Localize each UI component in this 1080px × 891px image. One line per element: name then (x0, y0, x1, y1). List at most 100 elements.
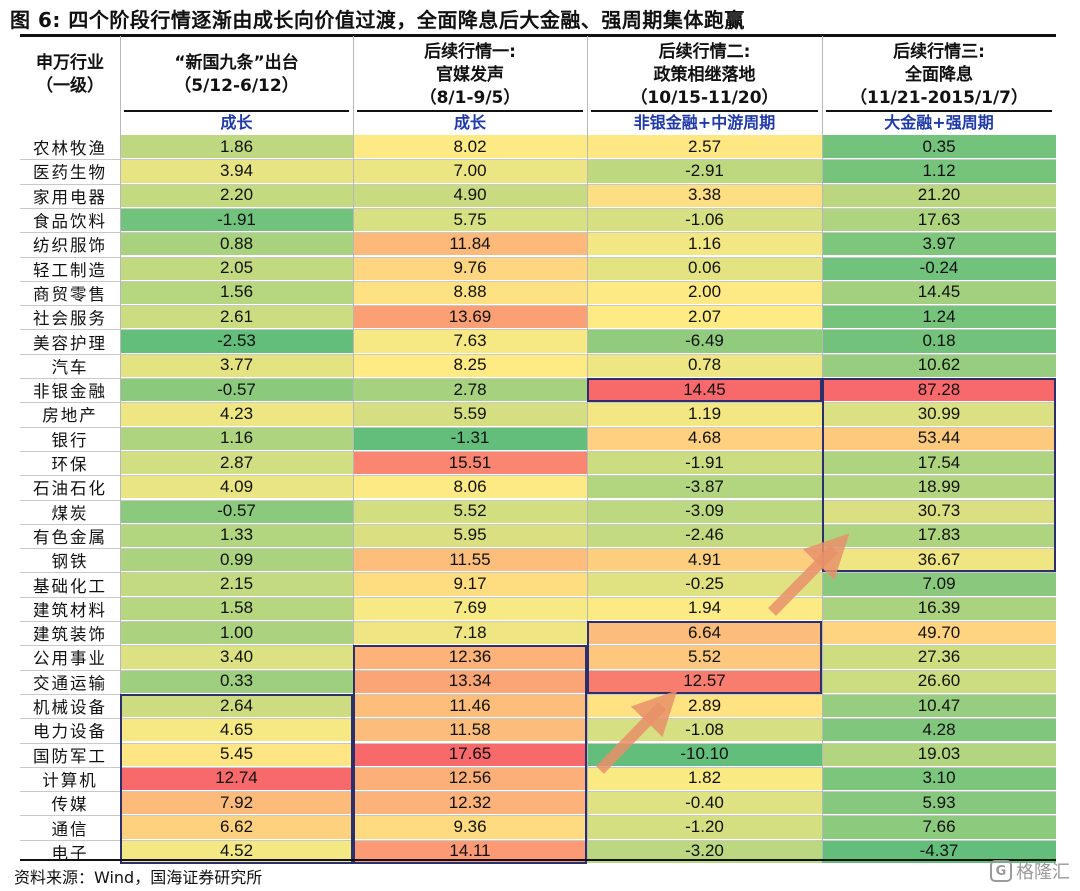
column-tag-1: 成长 (220, 113, 253, 132)
value-cell-col3: -6.49 (587, 329, 822, 354)
table-row: 有色金属 1.33 5.95 -2.46 17.83 (20, 523, 1056, 549)
value-cell-col4: 5.93 (822, 791, 1056, 816)
value-cell-col2: 5.59 (353, 402, 587, 427)
industry-label: 美容护理 (33, 333, 107, 353)
industry-label: 通信 (51, 819, 89, 839)
column-tag-3: 非银金融+中游周期 (633, 113, 776, 132)
industry-label: 公用事业 (33, 649, 107, 669)
industry-label: 电子 (51, 843, 89, 863)
value-cell-col4: 19.03 (822, 742, 1056, 767)
value-cell-col2: -1.31 (353, 426, 587, 451)
value-cell-col4: 10.62 (822, 353, 1056, 378)
table-row: 交通运输 0.33 13.34 12.57 26.60 (20, 669, 1056, 694)
value-cell-col4: 18.99 (822, 475, 1056, 500)
table-row: 食品饮料 -1.91 5.75 -1.06 17.63 (20, 207, 1056, 233)
row-separator (20, 839, 1056, 841)
industry-label: 农林牧渔 (33, 139, 107, 159)
row-separator (20, 791, 1056, 793)
value-cell-col2: 5.75 (353, 207, 587, 233)
table-row: 汽车 3.77 8.25 0.78 10.62 (20, 353, 1056, 378)
column-header-2: 后续行情一: 官媒发声 （8/1-9/5） (353, 40, 587, 110)
value-cell-col1: 6.62 (120, 815, 353, 840)
industry-label: 有色金属 (33, 527, 107, 547)
row-separator (20, 596, 1056, 598)
table-row: 计算机 12.74 12.56 1.82 3.10 (20, 766, 1056, 792)
value-cell-col2: 17.65 (353, 742, 587, 767)
column-separator (822, 36, 823, 859)
value-cell-col2: 13.69 (353, 305, 587, 330)
table-row: 建筑材料 1.58 7.69 1.94 16.39 (20, 596, 1056, 621)
value-cell-col4: 7.09 (822, 572, 1056, 597)
row-separator (20, 402, 1056, 404)
column-header-3-line-2: 政策相继落地 (653, 64, 756, 85)
value-cell-col1: 0.99 (120, 548, 353, 573)
value-cell-col3: -0.25 (587, 572, 822, 597)
industry-label: 钢铁 (51, 552, 89, 572)
row-header-line-2: （一级） (36, 76, 104, 96)
value-cell-col2: 8.25 (353, 353, 587, 378)
value-cell-col3: -1.08 (587, 718, 822, 743)
row-separator (20, 305, 1056, 307)
column-header-4-line-1: 后续行情三: (893, 41, 985, 62)
row-separator (20, 207, 1056, 209)
row-separator (20, 450, 1056, 452)
watermark-logo-icon: G (990, 860, 1012, 882)
value-cell-col4: 53.44 (822, 426, 1056, 451)
industry-label: 环保 (51, 455, 89, 475)
value-cell-col3: -1.20 (587, 815, 822, 840)
value-cell-col1: 5.45 (120, 742, 353, 767)
value-cell-col3: 2.07 (587, 305, 822, 330)
top-rule (20, 34, 1056, 37)
value-cell-col4: 10.47 (822, 693, 1056, 719)
value-cell-col4: 30.73 (822, 499, 1056, 524)
table-row: 石油石化 4.09 8.06 -3.87 18.99 (20, 475, 1056, 500)
row-separator (20, 572, 1056, 574)
bottom-rule (20, 859, 1056, 861)
value-cell-col4: 3.10 (822, 766, 1056, 792)
value-cell-col1: 1.00 (120, 621, 353, 646)
industry-label: 轻工制造 (33, 260, 107, 280)
table-row: 国防军工 5.45 17.65 -10.10 19.03 (20, 742, 1056, 767)
industry-label: 纺织服饰 (33, 236, 107, 256)
value-cell-col1: 12.74 (120, 766, 353, 792)
row-separator (20, 766, 1056, 768)
industry-label: 房地产 (42, 406, 98, 426)
value-cell-col2: 5.52 (353, 499, 587, 524)
value-cell-col1: 3.40 (120, 645, 353, 670)
row-separator (20, 329, 1056, 331)
table-row: 环保 2.87 15.51 -1.91 17.54 (20, 450, 1056, 476)
column-header-4: 后续行情三: 全面降息 （11/21-2015/1/7） (822, 40, 1056, 110)
value-cell-col1: 4.65 (120, 718, 353, 743)
value-cell-col1: 0.33 (120, 669, 353, 694)
table-row: 纺织服饰 0.88 11.84 1.16 3.97 (20, 232, 1056, 257)
industry-label: 食品饮料 (33, 212, 107, 232)
industry-label: 计算机 (42, 770, 98, 790)
value-cell-col1: 1.86 (120, 135, 353, 160)
value-cell-col1: 0.88 (120, 232, 353, 257)
value-cell-col1: -2.53 (120, 329, 353, 354)
column-header-3: 后续行情二: 政策相继落地 （10/15-11/20） (587, 40, 822, 110)
value-cell-col3: 0.78 (587, 353, 822, 378)
industry-label: 汽车 (51, 357, 89, 377)
column-header-1-line-1: “新国九条”出台 (174, 53, 299, 73)
value-cell-col1: 4.23 (120, 402, 353, 427)
value-cell-col4: 21.20 (822, 183, 1056, 208)
row-separator (20, 693, 1056, 695)
table-row: 基础化工 2.15 9.17 -0.25 7.09 (20, 572, 1056, 597)
header-rule-3 (591, 110, 818, 112)
industry-label: 商贸零售 (33, 284, 107, 304)
value-cell-col2: 11.46 (353, 693, 587, 719)
table-row: 电力设备 4.65 11.58 -1.08 4.28 (20, 718, 1056, 743)
industry-label: 社会服务 (33, 309, 107, 329)
value-cell-col3: 4.91 (587, 548, 822, 573)
value-cell-col4: 17.63 (822, 207, 1056, 233)
watermark: G 格隆汇 (990, 858, 1070, 884)
value-cell-col4: 36.67 (822, 548, 1056, 573)
header-rule-4 (826, 110, 1052, 112)
row-separator (20, 256, 1056, 258)
value-cell-col3: 4.68 (587, 426, 822, 451)
row-header-line-1: 申万行业 (36, 53, 104, 73)
industry-label: 基础化工 (33, 576, 107, 596)
value-cell-col4: 16.39 (822, 596, 1056, 621)
value-cell-col1: -1.91 (120, 207, 353, 233)
